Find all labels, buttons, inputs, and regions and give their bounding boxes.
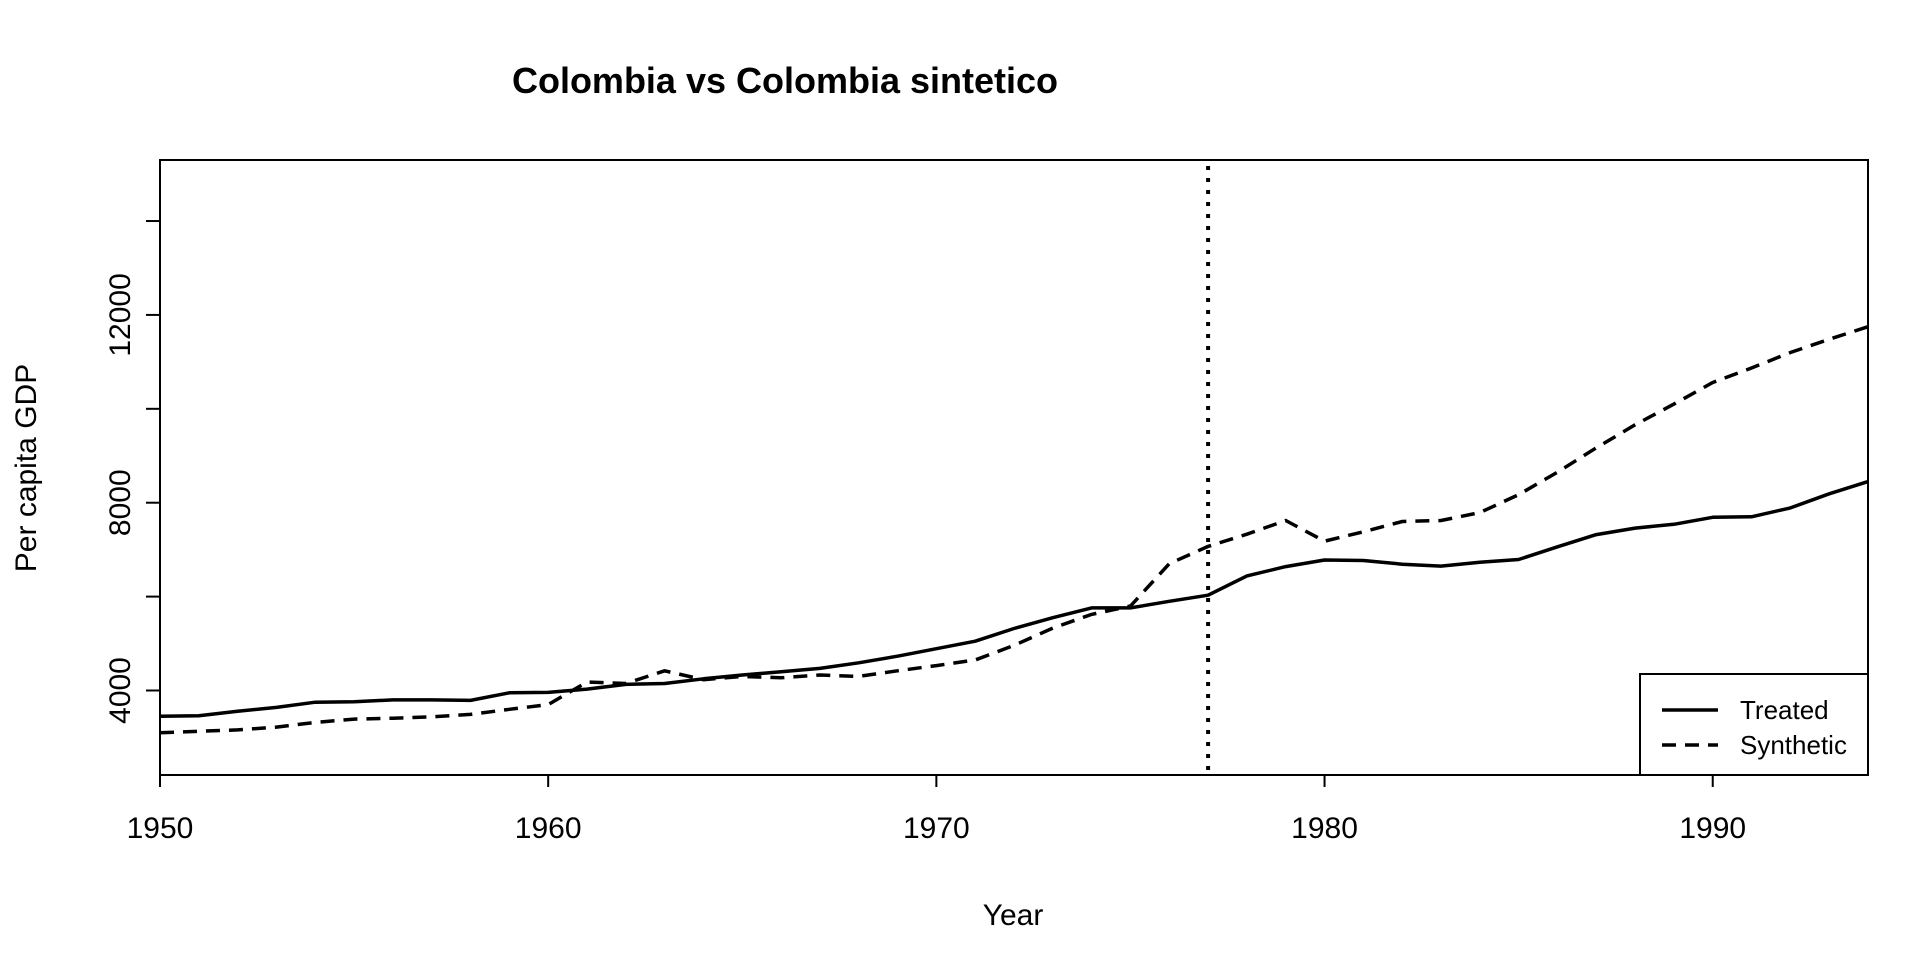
legend-label-synthetic: Synthetic [1740,730,1847,760]
legend-box [1639,673,1869,776]
series-layer [159,325,1869,735]
y-axis-label: Per capita GDP [10,364,43,572]
chart-title: Colombia vs Colombia sintetico [512,60,1058,101]
x-tick-label-1960: 1960 [515,812,582,845]
x-tick-label-1980: 1980 [1291,812,1358,845]
x-tick-label-1990: 1990 [1679,812,1746,845]
y-tick-label-12000: 12000 [104,273,137,356]
plot-area-border [159,159,1869,776]
series-line-treated [159,479,1869,719]
y-tick-label-4000: 4000 [104,657,137,724]
x-tick-label-1970: 1970 [903,812,970,845]
x-axis: 1950 1960 1970 1980 1990 [127,775,1746,845]
x-axis-label: Year [983,899,1044,932]
y-axis: 4000 8000 12000 [104,220,160,724]
x-tick-label-1950: 1950 [127,812,194,845]
y-tick-label-8000: 8000 [104,469,137,536]
series-line-synthetic [159,325,1869,735]
legend: Treated Synthetic [1639,673,1869,776]
legend-label-treated: Treated [1740,695,1829,725]
